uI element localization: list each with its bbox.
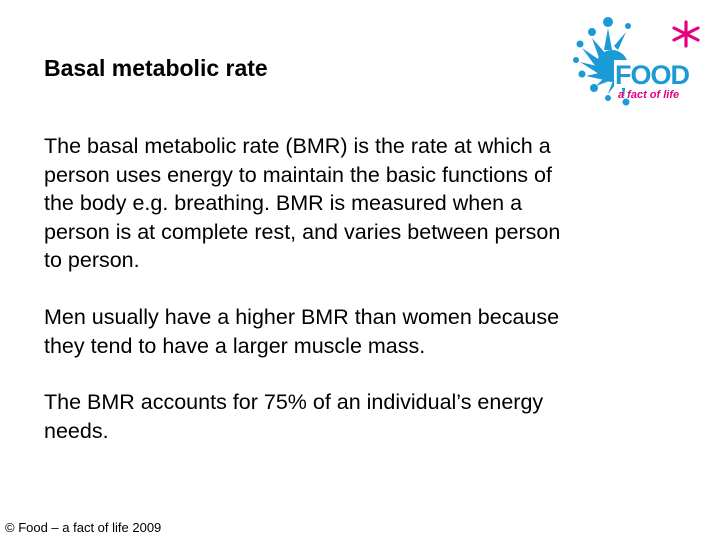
text-line: the body e.g. breathing. BMR is measured… (44, 191, 523, 216)
text-line: they tend to have a larger muscle mass. (44, 333, 426, 358)
paragraph-men-vs-women: Men usually have a higher BMR than women… (44, 303, 644, 360)
text-line: person uses energy to maintain the basic… (44, 162, 552, 187)
logo-tagline: a fact of life (618, 89, 679, 101)
text-line: The basal metabolic rate (BMR) is the ra… (44, 134, 551, 158)
logo-wordmark: FOOD a fact of life (614, 60, 690, 101)
slide-body: The basal metabolic rate (BMR) is the ra… (44, 132, 644, 473)
copyright-footer: © Food – a fact of life 2009 (5, 520, 162, 535)
food-a-fact-of-life-logo: FOOD a fact of life (568, 14, 708, 110)
text-line: person is at complete rest, and varies b… (44, 219, 561, 244)
logo-graphic: FOOD a fact of life (573, 17, 700, 106)
slide-title: Basal metabolic rate (44, 55, 268, 81)
star-icon (672, 20, 700, 48)
logo-word: FOOD (615, 60, 689, 90)
paragraph-bmr-definition: The basal metabolic rate (BMR) is the ra… (44, 132, 644, 275)
paragraph-energy-needs: The BMR accounts for 75% of an individua… (44, 388, 644, 445)
text-line: needs. (44, 418, 109, 443)
text-line: to person. (44, 248, 140, 273)
text-line: Men usually have a higher BMR than women… (44, 304, 560, 329)
text-line: The BMR accounts for 75% of an individua… (44, 390, 544, 415)
